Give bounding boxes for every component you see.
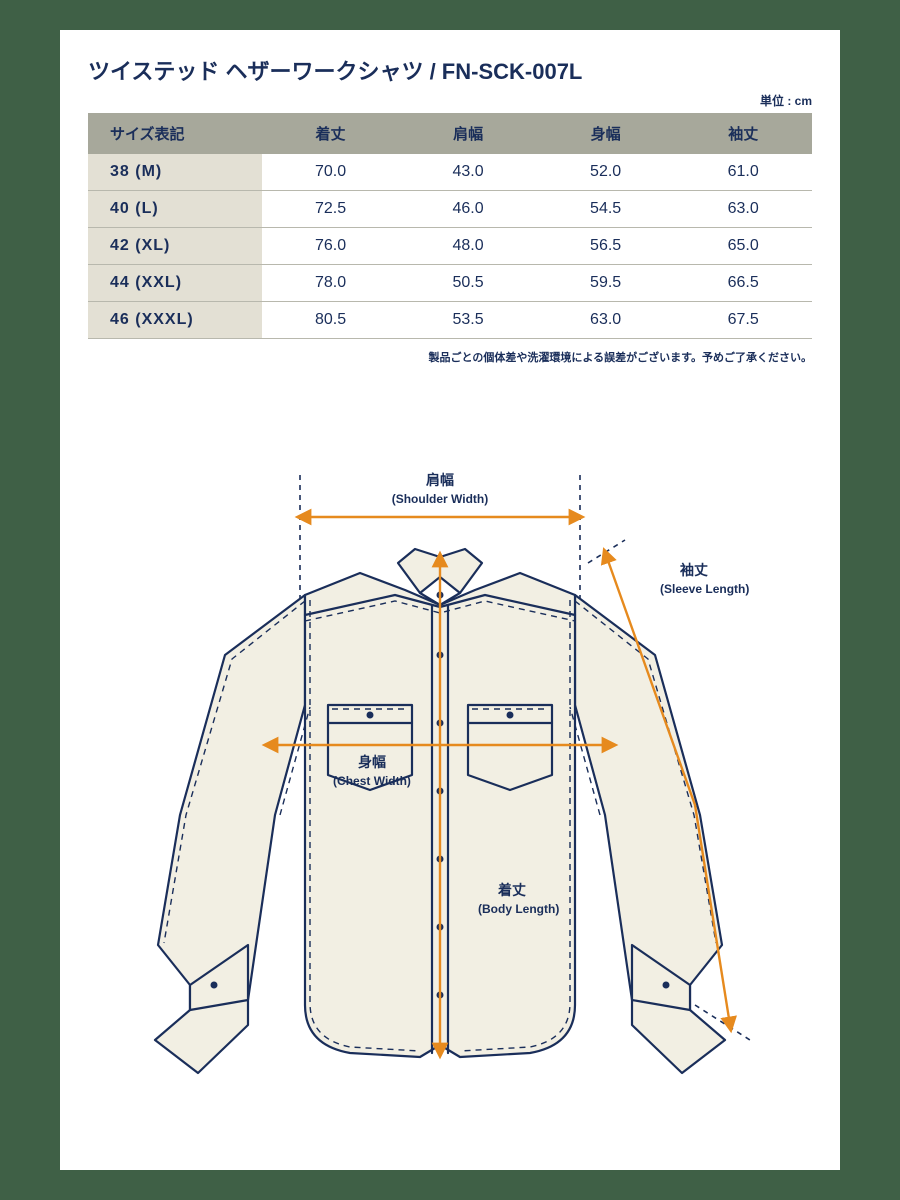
table-row: 44 (XXL)78.050.559.566.5	[88, 265, 812, 302]
table-header-cell: 肩幅	[399, 113, 537, 154]
table-cell: 50.5	[399, 265, 537, 302]
table-cell: 72.5	[262, 191, 400, 228]
product-title: ツイステッド ヘザーワークシャツ / FN-SCK-007L	[88, 54, 812, 86]
label-body-jp: 着丈	[497, 882, 526, 898]
table-cell: 67.5	[674, 302, 812, 339]
table-header-cell: 身幅	[537, 113, 675, 154]
size-chart-card: ツイステッド ヘザーワークシャツ / FN-SCK-007L 単位 : cm サ…	[60, 30, 840, 1170]
table-header-cell: 袖丈	[674, 113, 812, 154]
label-chest-jp: 身幅	[358, 754, 386, 770]
table-cell: 54.5	[537, 191, 675, 228]
size-table: サイズ表記着丈肩幅身幅袖丈 38 (M)70.043.052.061.040 (…	[88, 113, 812, 339]
label-sleeve-jp: 袖丈	[680, 562, 708, 578]
label-shoulder-jp: 肩幅	[426, 472, 454, 488]
table-body: 38 (M)70.043.052.061.040 (L)72.546.054.5…	[88, 154, 812, 339]
shirt-diagram-svg: 肩幅 (Shoulder Width) 袖丈 (Sleeve Length) 身…	[120, 445, 780, 1085]
table-cell: 52.0	[537, 154, 675, 191]
table-cell: 66.5	[674, 265, 812, 302]
table-cell: 46 (XXXL)	[88, 302, 262, 339]
table-header-row: サイズ表記着丈肩幅身幅袖丈	[88, 113, 812, 154]
table-cell: 78.0	[262, 265, 400, 302]
table-cell: 63.0	[674, 191, 812, 228]
table-row: 38 (M)70.043.052.061.0	[88, 154, 812, 191]
table-cell: 43.0	[399, 154, 537, 191]
table-cell: 70.0	[262, 154, 400, 191]
table-cell: 38 (M)	[88, 154, 262, 191]
table-cell: 44 (XXL)	[88, 265, 262, 302]
table-cell: 53.5	[399, 302, 537, 339]
table-row: 40 (L)72.546.054.563.0	[88, 191, 812, 228]
table-cell: 63.0	[537, 302, 675, 339]
disclaimer-note: 製品ごとの個体差や洗濯環境による誤差がございます。予めご了承ください。	[88, 349, 812, 365]
table-cell: 48.0	[399, 228, 537, 265]
table-row: 46 (XXXL)80.553.563.067.5	[88, 302, 812, 339]
measurement-diagram: 肩幅 (Shoulder Width) 袖丈 (Sleeve Length) 身…	[88, 445, 812, 1085]
label-chest-en: (Chest Width)	[333, 774, 411, 788]
table-cell: 59.5	[537, 265, 675, 302]
table-cell: 65.0	[674, 228, 812, 265]
table-row: 42 (XL)76.048.056.565.0	[88, 228, 812, 265]
table-header-cell: サイズ表記	[88, 113, 262, 154]
label-sleeve-en: (Sleeve Length)	[660, 582, 749, 596]
label-body-en: (Body Length)	[478, 902, 559, 916]
table-cell: 80.5	[262, 302, 400, 339]
table-cell: 40 (L)	[88, 191, 262, 228]
label-shoulder-en: (Shoulder Width)	[392, 492, 489, 506]
table-header-cell: 着丈	[262, 113, 400, 154]
unit-label: 単位 : cm	[88, 92, 812, 109]
table-cell: 42 (XL)	[88, 228, 262, 265]
table-cell: 56.5	[537, 228, 675, 265]
table-cell: 46.0	[399, 191, 537, 228]
table-cell: 61.0	[674, 154, 812, 191]
table-cell: 76.0	[262, 228, 400, 265]
